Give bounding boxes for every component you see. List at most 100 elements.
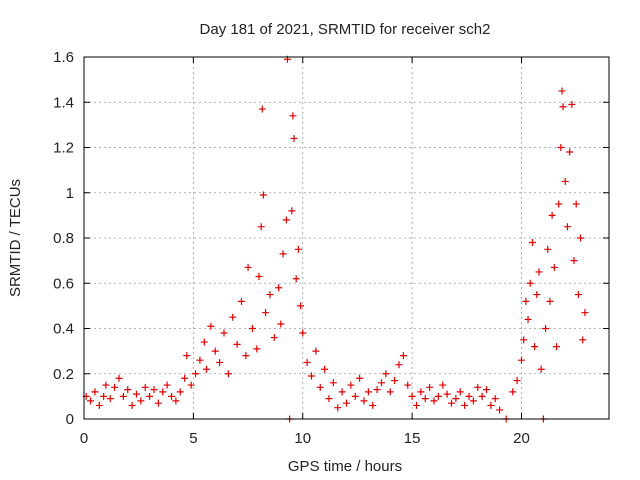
data-point xyxy=(558,87,566,95)
data-point xyxy=(312,347,320,355)
data-point xyxy=(128,401,136,409)
data-point xyxy=(461,401,469,409)
data-point xyxy=(369,401,377,409)
data-point xyxy=(229,313,237,321)
y-tick-label: 1.2 xyxy=(53,140,74,157)
data-points xyxy=(82,55,589,423)
data-point xyxy=(559,103,567,111)
data-point xyxy=(465,392,473,400)
data-point xyxy=(270,334,278,342)
data-point xyxy=(292,275,300,283)
data-point xyxy=(378,379,385,387)
data-point xyxy=(192,370,200,378)
x-tick-label: 0 xyxy=(80,430,88,447)
data-point xyxy=(262,309,270,317)
y-tick-label: 0 xyxy=(66,411,74,428)
data-point xyxy=(216,358,224,366)
data-point xyxy=(561,177,569,185)
data-point xyxy=(176,388,184,396)
data-point xyxy=(404,381,412,389)
data-point xyxy=(513,377,521,385)
data-point xyxy=(563,223,571,231)
data-point xyxy=(382,370,390,378)
data-point xyxy=(524,315,532,323)
data-point xyxy=(491,395,499,403)
data-point xyxy=(100,392,108,400)
data-point xyxy=(154,399,162,407)
data-point xyxy=(548,211,556,219)
data-point xyxy=(391,377,399,385)
data-point xyxy=(299,329,307,337)
data-point xyxy=(124,386,132,394)
data-point xyxy=(469,397,477,405)
data-point xyxy=(266,291,274,299)
data-point xyxy=(364,388,372,396)
y-tick-label: 0.8 xyxy=(53,230,74,247)
data-point xyxy=(544,245,552,253)
data-point xyxy=(550,263,558,271)
data-point xyxy=(297,302,305,310)
data-point xyxy=(421,395,429,403)
data-point xyxy=(426,383,434,391)
data-point xyxy=(159,388,167,396)
x-tick-label: 20 xyxy=(513,430,530,447)
data-point xyxy=(259,191,267,199)
x-tick-label: 5 xyxy=(189,430,197,447)
data-point xyxy=(399,352,407,360)
data-point xyxy=(434,392,442,400)
data-point xyxy=(133,390,140,398)
data-point xyxy=(95,401,103,409)
data-point xyxy=(577,234,585,242)
data-point xyxy=(275,284,283,292)
y-tick-label: 0.2 xyxy=(53,366,74,383)
data-point xyxy=(474,383,482,391)
data-point xyxy=(487,401,495,409)
data-point xyxy=(168,392,175,400)
data-point xyxy=(522,297,530,305)
data-point xyxy=(146,392,154,400)
data-point xyxy=(196,356,204,364)
y-tick-label: 1 xyxy=(66,185,74,202)
data-point xyxy=(303,358,311,366)
data-point xyxy=(87,397,95,405)
data-point xyxy=(242,352,250,360)
data-point xyxy=(137,397,145,405)
data-point xyxy=(386,388,394,396)
data-point xyxy=(417,388,425,396)
data-point xyxy=(570,257,578,265)
data-point xyxy=(537,365,545,373)
data-point xyxy=(518,356,525,364)
data-point xyxy=(533,291,541,299)
data-point xyxy=(294,245,302,253)
plot-frame xyxy=(83,56,610,420)
data-point xyxy=(430,397,438,405)
data-point xyxy=(172,397,180,405)
data-point xyxy=(187,381,195,389)
data-point xyxy=(413,401,420,409)
data-point xyxy=(478,392,486,400)
y-axis-label: SRMTID / TECUs xyxy=(7,179,24,297)
data-point xyxy=(566,148,574,156)
data-point xyxy=(207,322,215,330)
data-point xyxy=(579,336,587,344)
data-point xyxy=(456,388,464,396)
data-point xyxy=(181,374,189,382)
x-tick-label: 10 xyxy=(294,430,311,447)
y-tick-label: 1.4 xyxy=(53,94,74,111)
data-point xyxy=(557,144,565,151)
data-point xyxy=(553,343,560,351)
data-point xyxy=(91,388,99,396)
data-point xyxy=(329,379,337,387)
data-point xyxy=(119,392,127,400)
data-point xyxy=(343,399,350,407)
grid-lines xyxy=(84,57,609,419)
data-point xyxy=(321,365,329,373)
data-point xyxy=(220,329,228,337)
data-point xyxy=(526,279,534,287)
data-point xyxy=(568,101,576,109)
data-point xyxy=(163,381,171,389)
data-point xyxy=(248,325,256,332)
data-point xyxy=(555,200,563,208)
data-point xyxy=(347,381,355,389)
